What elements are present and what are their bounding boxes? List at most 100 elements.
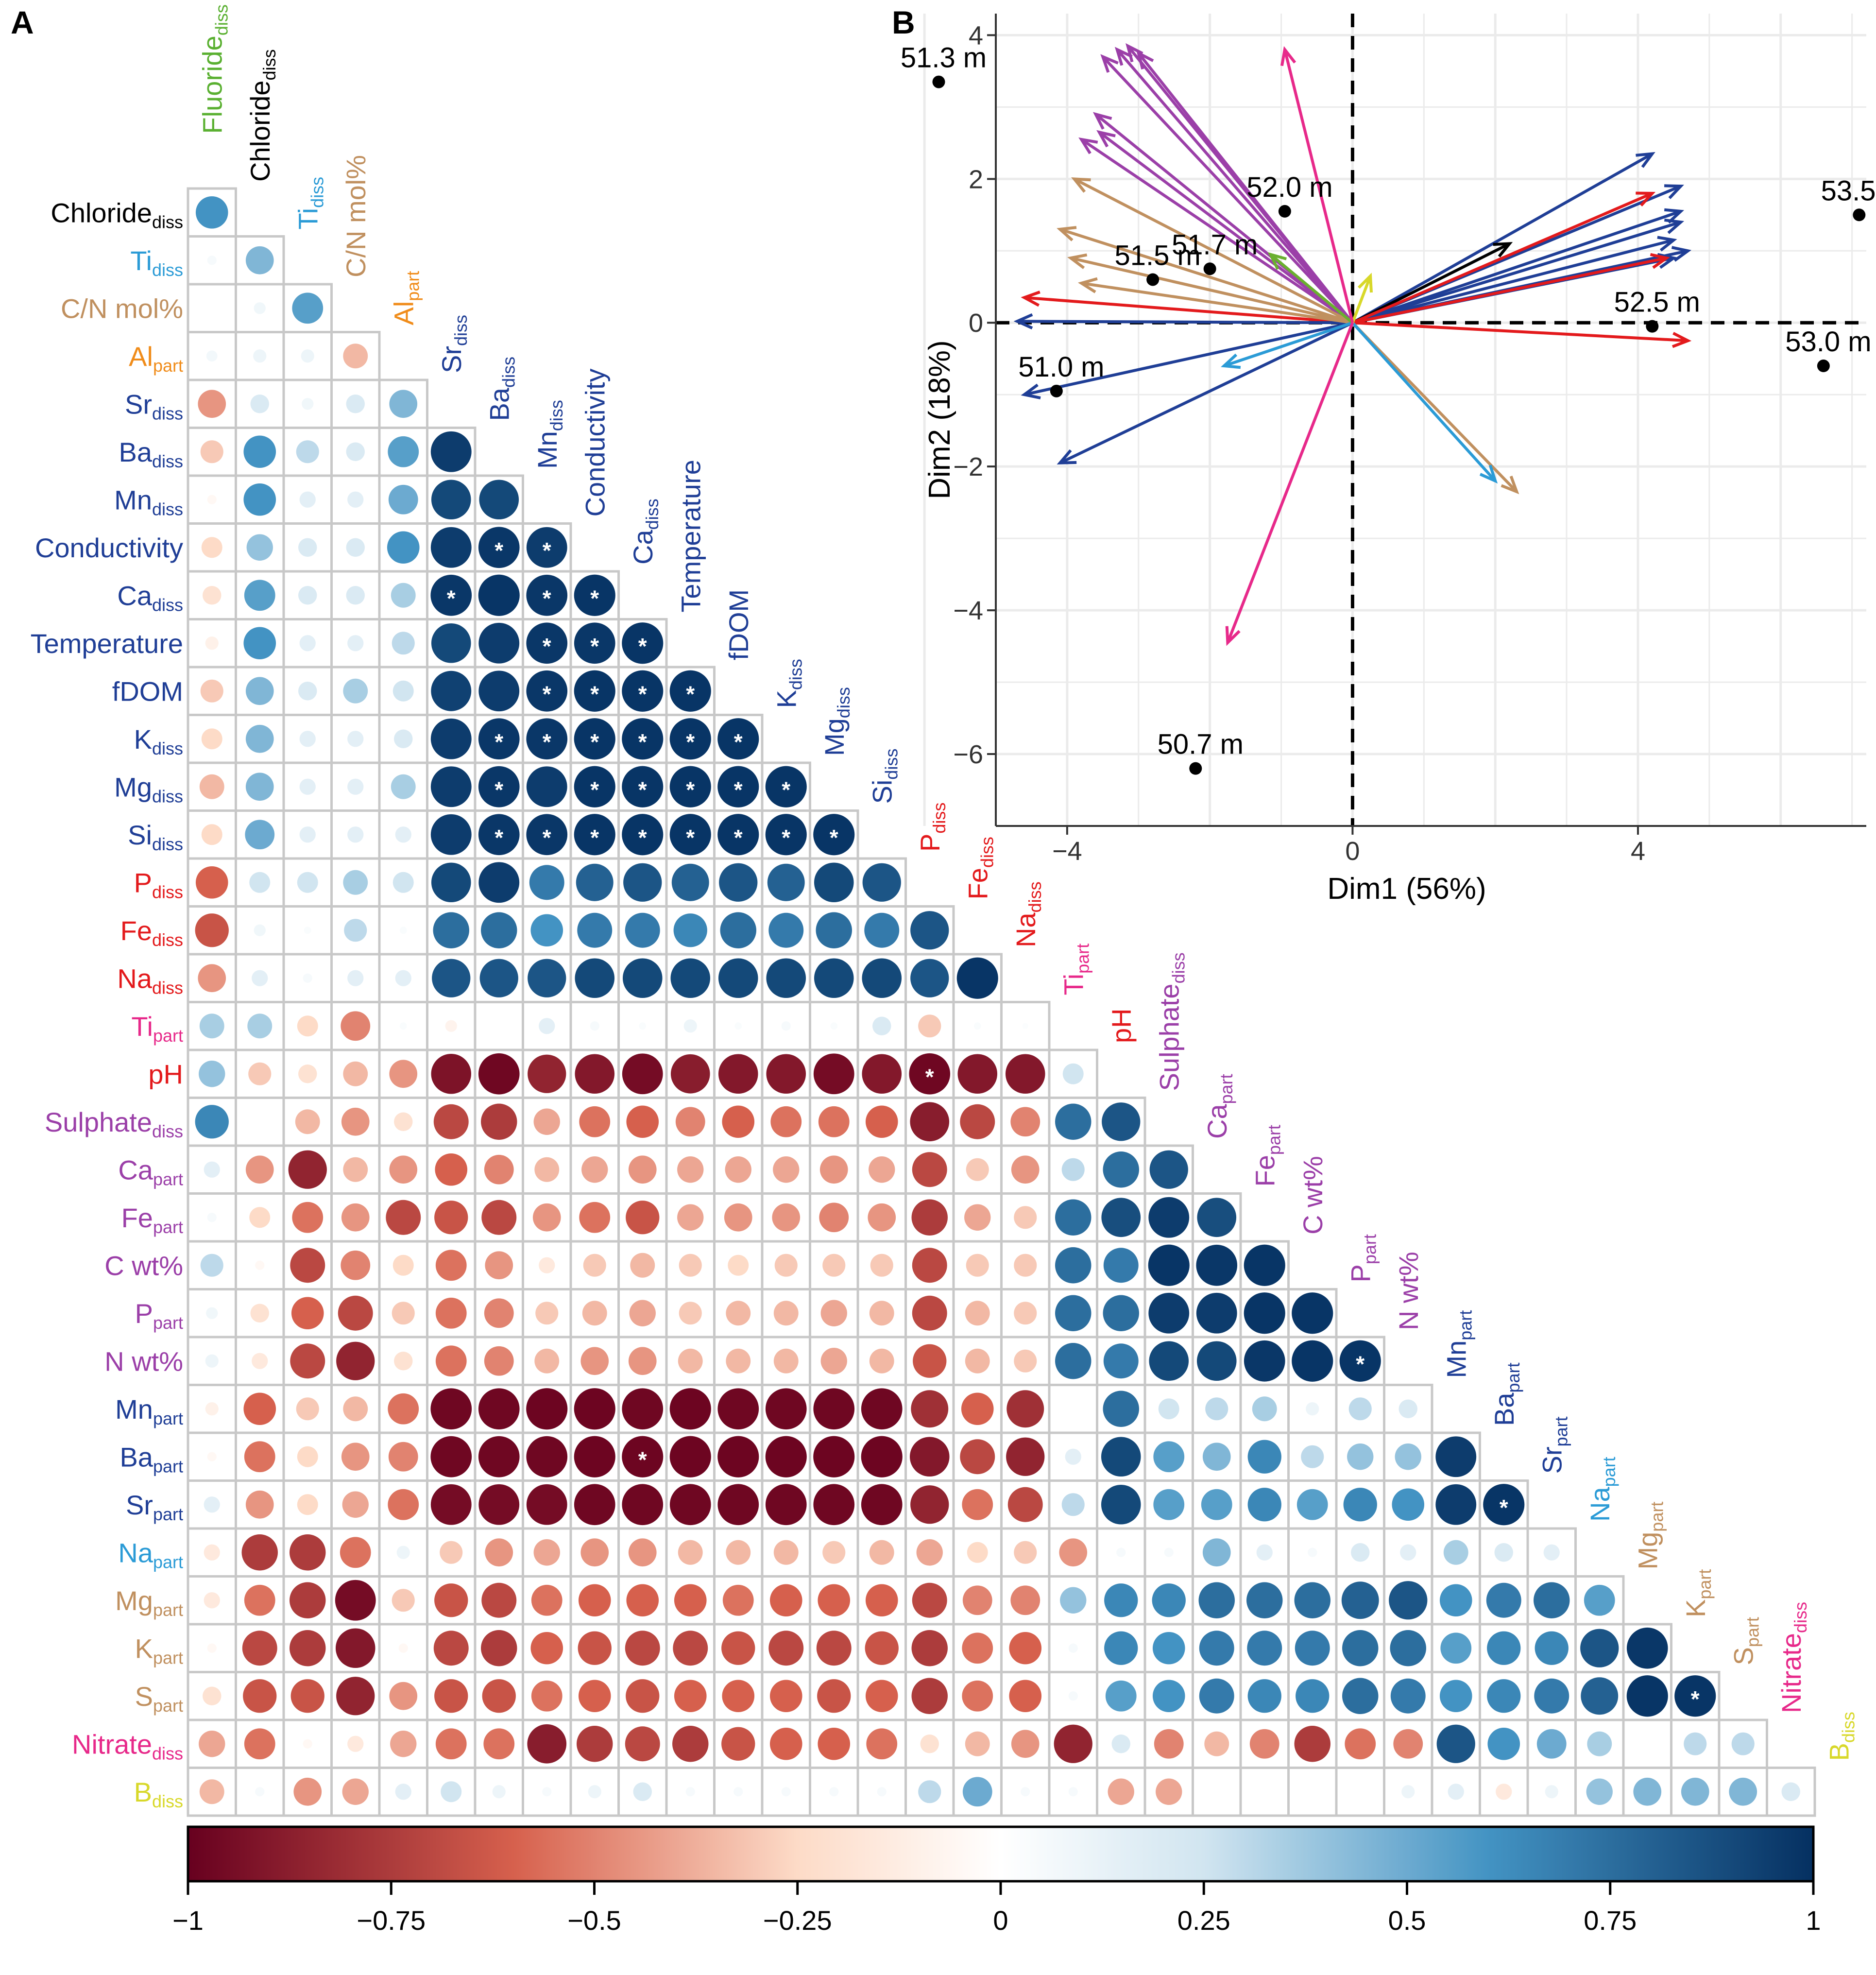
loading-arrow bbox=[1351, 152, 1655, 324]
correlation-dot bbox=[297, 1446, 318, 1467]
row-label-base: Sr bbox=[126, 1490, 153, 1520]
loading-arrow bbox=[1352, 218, 1685, 325]
correlation-dot bbox=[255, 1787, 265, 1797]
correlation-dot bbox=[298, 538, 317, 557]
correlation-dot bbox=[965, 1731, 990, 1756]
correlation-dot bbox=[719, 863, 758, 902]
correlation-dot bbox=[1343, 1488, 1377, 1522]
matrix-cell bbox=[235, 1575, 285, 1626]
correlation-dot bbox=[245, 677, 274, 705]
correlation-dot bbox=[912, 1582, 947, 1618]
correlation-dot bbox=[1626, 1627, 1668, 1669]
column-label: Fediss bbox=[962, 837, 997, 899]
loading-arrow-head bbox=[1664, 218, 1685, 234]
correlation-dot bbox=[395, 970, 411, 986]
correlation-dot bbox=[435, 1250, 467, 1281]
correlation-dot bbox=[390, 1731, 417, 1757]
correlation-dot bbox=[430, 431, 472, 472]
correlation-dot bbox=[528, 959, 566, 997]
correlation-dot bbox=[580, 1538, 609, 1567]
correlation-dot bbox=[628, 1538, 657, 1567]
correlation-dot bbox=[250, 1304, 269, 1322]
loading-arrow bbox=[1067, 253, 1353, 325]
column-label: Pdiss bbox=[915, 803, 949, 852]
correlation-dot bbox=[1103, 1343, 1139, 1379]
correlation-dot bbox=[820, 1348, 847, 1374]
loading-arrow-shaft bbox=[1137, 52, 1354, 324]
correlation-dot bbox=[669, 1484, 711, 1526]
correlation-dot bbox=[765, 814, 807, 856]
significance-star: * bbox=[638, 825, 647, 850]
correlation-dot bbox=[722, 1680, 755, 1713]
correlation-dot bbox=[820, 1300, 847, 1326]
correlation-dot bbox=[1202, 1538, 1231, 1567]
correlation-dot bbox=[478, 670, 520, 712]
correlation-dot bbox=[343, 343, 368, 369]
correlation-dot bbox=[392, 1302, 415, 1325]
sample-point bbox=[932, 75, 945, 88]
loading-arrow-head bbox=[1479, 464, 1498, 484]
correlation-dot bbox=[1729, 1777, 1757, 1806]
correlation-dot bbox=[574, 1388, 615, 1430]
correlation-dot bbox=[338, 1295, 373, 1331]
loading-arrow-head bbox=[1092, 112, 1112, 130]
row-label: Bapart bbox=[119, 1442, 183, 1476]
column-label-sub: diss bbox=[498, 357, 518, 388]
correlation-dot bbox=[245, 246, 274, 275]
correlation-dot bbox=[254, 302, 266, 314]
correlation-dot bbox=[245, 1155, 274, 1184]
column-label: Bdiss bbox=[1824, 1712, 1858, 1761]
correlation-dot bbox=[1244, 1340, 1285, 1382]
correlation-dot bbox=[533, 1539, 560, 1566]
correlation-dot bbox=[717, 718, 759, 760]
loading-arrow-head bbox=[1664, 184, 1684, 199]
correlation-dot bbox=[769, 1584, 802, 1617]
correlation-dot bbox=[1545, 1785, 1558, 1799]
correlation-dot bbox=[816, 912, 852, 948]
row-label-sub: diss bbox=[152, 595, 183, 615]
column-label: Tidiss bbox=[292, 177, 327, 230]
correlation-dot bbox=[677, 1156, 704, 1183]
correlation-dot bbox=[818, 1106, 850, 1137]
correlation-dot bbox=[243, 1679, 277, 1713]
correlation-dot bbox=[765, 1388, 807, 1430]
correlation-dot bbox=[343, 678, 368, 704]
significance-star: * bbox=[543, 634, 551, 659]
correlation-dot bbox=[576, 863, 614, 901]
correlation-dot bbox=[728, 1254, 749, 1276]
column-label-base: Ba bbox=[1489, 1392, 1519, 1426]
loading-arrow-head bbox=[1013, 313, 1033, 330]
correlation-dot bbox=[299, 491, 316, 508]
loading-arrow-shaft bbox=[1351, 322, 1497, 482]
correlation-dot bbox=[773, 1540, 799, 1565]
loading-arrow-shaft bbox=[1070, 257, 1353, 325]
loading-arrow-shaft bbox=[1059, 321, 1353, 464]
column-label: Fluoridediss bbox=[197, 4, 231, 134]
row-label-base: Fe bbox=[121, 1202, 153, 1233]
correlation-dot bbox=[1633, 1777, 1662, 1806]
matrix-cell bbox=[761, 1336, 811, 1386]
sample-label: 51.5 m bbox=[1114, 240, 1200, 271]
correlation-dot bbox=[678, 1348, 703, 1374]
loading-arrow-head bbox=[1057, 449, 1077, 464]
correlation-dot bbox=[347, 731, 364, 747]
correlation-dot bbox=[291, 1297, 324, 1330]
correlation-dot bbox=[435, 1345, 467, 1377]
correlation-dot bbox=[781, 1787, 791, 1797]
correlation-dot bbox=[962, 1489, 993, 1520]
correlation-dot bbox=[1684, 1732, 1707, 1755]
significance-star: * bbox=[590, 585, 599, 611]
column-label: Temperature bbox=[675, 460, 706, 612]
correlation-dot bbox=[388, 436, 419, 467]
correlation-dot bbox=[430, 814, 472, 855]
correlation-dot bbox=[441, 1781, 462, 1803]
row-label: Sulphatediss bbox=[45, 1107, 183, 1141]
correlation-dot bbox=[1308, 1547, 1317, 1557]
correlation-dot bbox=[1301, 1445, 1324, 1468]
correlation-dot bbox=[533, 1108, 560, 1135]
row-label-base: Mn bbox=[115, 1394, 153, 1425]
column-label: Tipart bbox=[1058, 944, 1092, 996]
sample-label: 52.0 m bbox=[1246, 172, 1332, 203]
correlation-dot bbox=[1401, 1785, 1415, 1799]
loading-arrow-shaft bbox=[1352, 321, 1688, 343]
